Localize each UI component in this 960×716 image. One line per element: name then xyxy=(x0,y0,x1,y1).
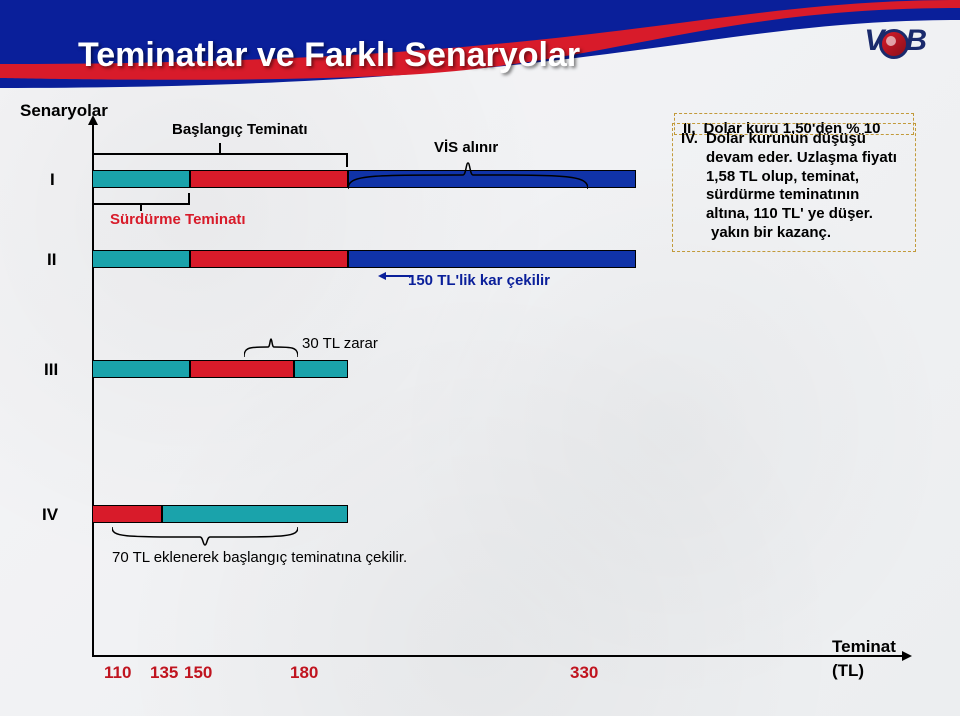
bar2-red xyxy=(190,250,348,268)
logo-circle-icon xyxy=(879,29,909,59)
chart-area: Senaryolar I II III IV Başlangıç Teminat… xyxy=(42,115,922,675)
label-surdurme: Sürdürme Teminatı xyxy=(110,211,246,228)
info-front-after: yakın bir kazanç. xyxy=(681,224,905,243)
tick-110: 110 xyxy=(104,663,131,683)
brace-vis-icon xyxy=(348,155,588,195)
label-zarar: 30 TL zarar xyxy=(302,335,378,352)
y-axis-title: Senaryolar xyxy=(20,101,108,121)
scenario-label-4: IV xyxy=(42,505,58,525)
bar1-teal xyxy=(92,170,190,188)
tick-180: 180 xyxy=(290,663,318,683)
brace-baslangic xyxy=(92,153,348,167)
bar3-teal-right xyxy=(294,360,348,378)
bar2-teal xyxy=(92,250,190,268)
bar1-red xyxy=(190,170,348,188)
x-axis xyxy=(92,655,902,657)
bar2-blue xyxy=(348,250,636,268)
bar4-teal xyxy=(162,505,348,523)
scenario-label-3: III xyxy=(44,360,58,380)
brand-logo: VB xyxy=(864,24,926,61)
bar3-red xyxy=(190,360,294,378)
x-axis-label-teminat: Teminat xyxy=(832,637,896,657)
arrow-kar-icon xyxy=(378,269,412,283)
brace-zarar-icon xyxy=(244,337,298,359)
x-axis-arrow xyxy=(902,651,912,661)
label-baslangic: Başlangıç Teminatı xyxy=(172,121,308,138)
info-front-text: Dolar kurunun düşüşü devam eder. Uzlaşma… xyxy=(706,130,905,224)
info-box-front: IV. Dolar kurunun düşüşü devam eder. Uzl… xyxy=(672,123,916,252)
label-vis: VİS alınır xyxy=(434,139,498,156)
page-title: Teminatlar ve Farklı Senaryolar xyxy=(78,36,580,75)
slide-root: Teminatlar ve Farklı Senaryolar VB Senar… xyxy=(0,0,960,716)
scenario-label-2: II xyxy=(47,250,56,270)
bar4-red xyxy=(92,505,162,523)
tick-150: 150 xyxy=(184,663,212,683)
brace-surdurme xyxy=(92,193,190,205)
label-eklenerek: 70 TL eklenerek başlangıç teminatına çek… xyxy=(112,549,412,566)
label-kar-cekilir: 150 TL'lik kar çekilir xyxy=(408,272,550,289)
x-axis-label-unit: (TL) xyxy=(832,661,864,681)
brace-eklenerek-icon xyxy=(112,525,298,547)
tick-135: 135 xyxy=(150,663,178,683)
scenario-label-1: I xyxy=(50,170,55,190)
tick-330: 330 xyxy=(570,663,598,683)
bar3-teal-left xyxy=(92,360,190,378)
info-front-numeral: IV. xyxy=(681,130,706,224)
